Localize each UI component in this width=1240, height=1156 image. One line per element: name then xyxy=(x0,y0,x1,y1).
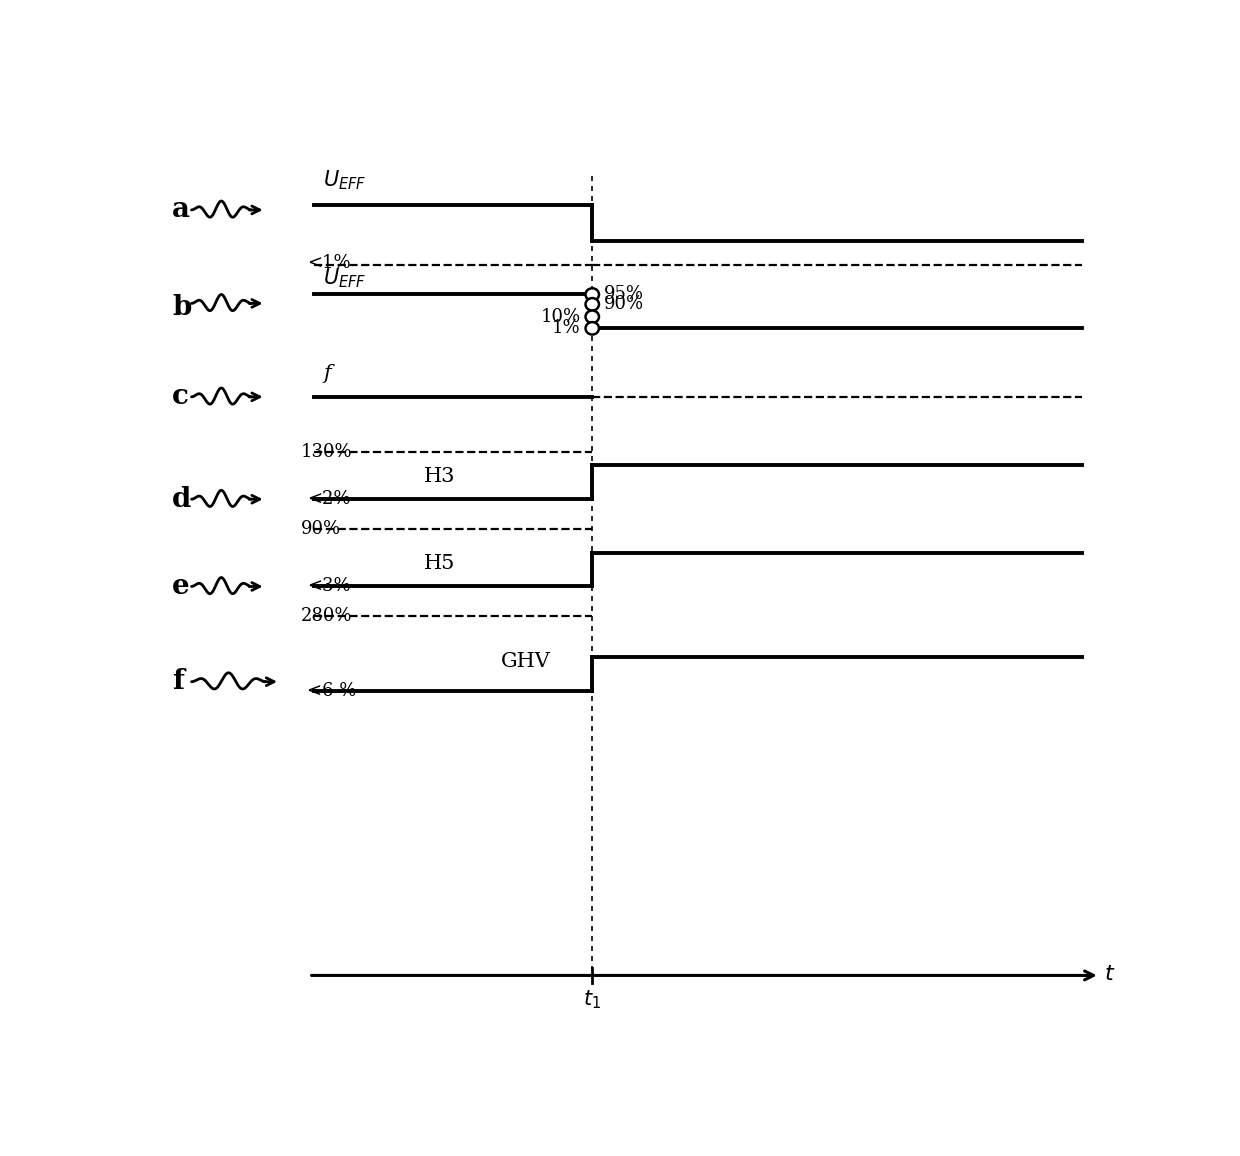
Text: 90%: 90% xyxy=(301,519,341,538)
Text: $U_{EFF}$: $U_{EFF}$ xyxy=(324,169,367,192)
Text: 95%: 95% xyxy=(604,286,644,304)
Text: H3: H3 xyxy=(424,467,455,486)
Text: 1%: 1% xyxy=(552,319,580,338)
Text: 280%: 280% xyxy=(301,607,352,625)
Text: H5: H5 xyxy=(424,554,455,573)
Text: a: a xyxy=(172,197,190,223)
Text: $t_1$: $t_1$ xyxy=(583,988,601,1012)
Text: 90%: 90% xyxy=(604,295,644,313)
Text: f: f xyxy=(172,668,185,695)
Circle shape xyxy=(585,288,599,301)
Text: <6 %: <6 % xyxy=(306,682,356,699)
Text: b: b xyxy=(172,295,192,321)
Text: c: c xyxy=(172,384,190,410)
Text: f: f xyxy=(324,364,331,383)
Text: <2%: <2% xyxy=(306,490,351,509)
Circle shape xyxy=(585,323,599,334)
Text: $U_{EFF}$: $U_{EFF}$ xyxy=(324,266,367,290)
Text: GHV: GHV xyxy=(501,652,551,670)
Circle shape xyxy=(585,311,599,323)
Text: <3%: <3% xyxy=(306,578,351,595)
Circle shape xyxy=(585,298,599,311)
Text: d: d xyxy=(172,486,192,513)
Text: 10%: 10% xyxy=(541,307,580,326)
Text: <1%: <1% xyxy=(306,254,351,273)
Text: $t$: $t$ xyxy=(1104,963,1115,985)
Text: 130%: 130% xyxy=(301,443,352,461)
Text: e: e xyxy=(172,573,190,600)
